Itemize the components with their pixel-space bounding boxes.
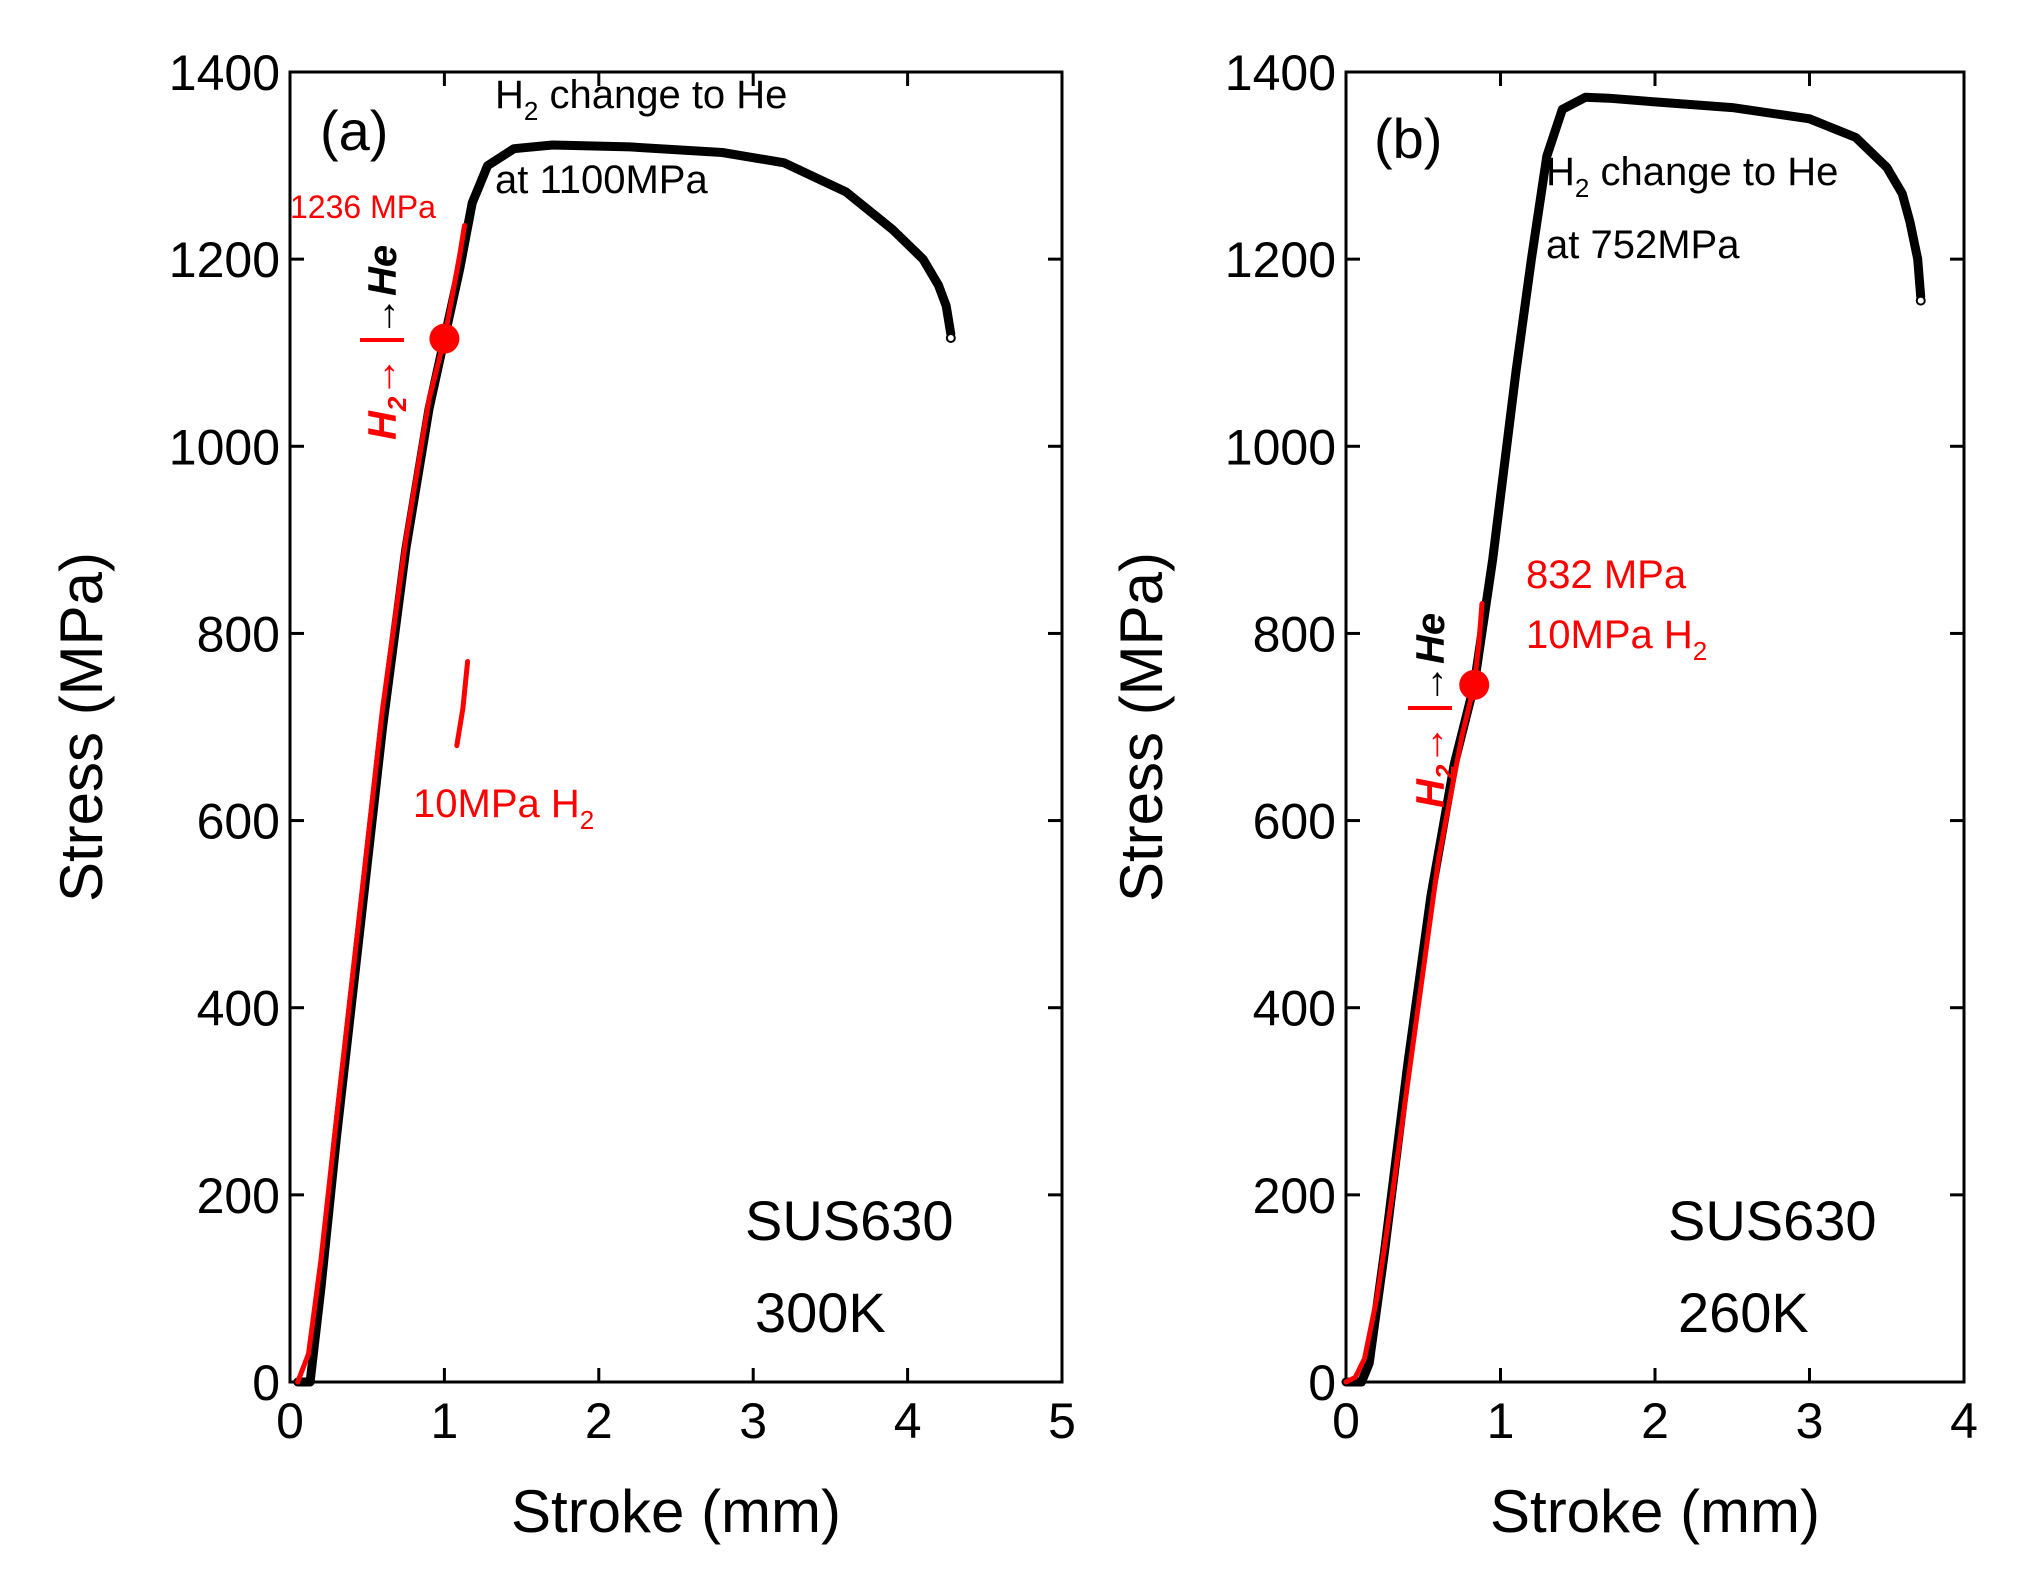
- panel-b-annotation-line1: H2 change to He: [1546, 150, 1838, 203]
- panel-a-material: SUS630: [745, 1189, 954, 1252]
- panel-a-h2-label: 10MPa H2: [413, 782, 594, 835]
- y-tick-label: 800: [1253, 606, 1336, 662]
- ann-b-h: H: [1546, 150, 1575, 194]
- panel-b-temperature: 260K: [1678, 1281, 1809, 1344]
- x-tick-label: 3: [739, 1393, 767, 1449]
- panel-b-label: (b): [1374, 107, 1442, 170]
- x-tick-label: 4: [1950, 1393, 1978, 1449]
- panel-b-y-axis-title: Stress (MPa): [1108, 552, 1175, 902]
- series-line-10mpa-h2-fragment: [454, 659, 471, 749]
- arrow-b-h2-main: H: [1409, 778, 1453, 808]
- x-tick-label: 0: [276, 1393, 304, 1449]
- panel-a-tick-labels: 0 1 2 3 4 5 0 200 400 600 800 1000 1200 1400: [169, 45, 1076, 1449]
- x-tick-label: 0: [1332, 1393, 1360, 1449]
- x-tick-label: 3: [1796, 1393, 1824, 1449]
- panel-a-x-axis-title: Stroke (mm): [511, 1478, 841, 1545]
- panel-b-series: [1341, 92, 1926, 1387]
- y-tick-label: 0: [252, 1355, 280, 1411]
- y-tick-label: 800: [197, 606, 280, 662]
- arrow-a-h2-arrow: →: [361, 357, 405, 397]
- panel-b-tick-labels: 0 1 2 3 4 0 200 400 600 800 1000 1200 1400: [1225, 45, 1978, 1449]
- y-tick-label: 1200: [169, 232, 280, 288]
- arrow-a-he: →He: [361, 245, 405, 336]
- panel-a-label: (a): [320, 99, 388, 162]
- panel-b-red-value-label: 832 MPa: [1526, 553, 1687, 597]
- arrow-a-h2: H2→: [361, 357, 412, 440]
- panel-a-annotation-line2: at 1100MPa: [495, 158, 708, 202]
- panel-b-h2-label: 10MPa H2: [1526, 613, 1707, 666]
- arrow-a-h2-main: H: [361, 410, 405, 440]
- panel-a-temperature: 300K: [755, 1281, 886, 1344]
- fracture-point-marker: [1915, 295, 1926, 306]
- y-tick-label: 0: [1308, 1355, 1336, 1411]
- ann-a-sub: 2: [524, 96, 538, 126]
- x-tick-label: 2: [1641, 1393, 1669, 1449]
- panel-a-red-value-label: 1236 MPa: [290, 189, 436, 225]
- x-tick-label: 4: [894, 1393, 922, 1449]
- ann-b-sub: 2: [1575, 173, 1589, 203]
- x-tick-label: 2: [585, 1393, 613, 1449]
- arrow-b-h2-arrow: →: [1409, 725, 1453, 765]
- series-line-10mpa-h2: [295, 223, 467, 1385]
- y-tick-label: 200: [1253, 1168, 1336, 1224]
- panel-b-annotation-line2: at 752MPa: [1546, 223, 1740, 267]
- h2-label-b-main: 10MPa H: [1526, 613, 1693, 657]
- y-tick-label: 600: [197, 794, 280, 850]
- panel-a-series: [293, 140, 956, 1387]
- ann-a-rest: change to He: [538, 73, 787, 117]
- y-tick-label: 200: [197, 1168, 280, 1224]
- panel-a-ticks: [288, 70, 1064, 1384]
- gas-switch-point: [1459, 669, 1490, 700]
- panel-b-material: SUS630: [1668, 1189, 1877, 1252]
- x-tick-label: 1: [430, 1393, 458, 1449]
- panel-b-x-axis-title: Stroke (mm): [1490, 1478, 1820, 1545]
- y-tick-label: 400: [197, 981, 280, 1037]
- y-tick-label: 1400: [1225, 45, 1336, 101]
- arrow-a-h2-sub: 2: [382, 396, 412, 412]
- x-tick-label: 1: [1487, 1393, 1515, 1449]
- ann-b-rest: change to He: [1589, 150, 1838, 194]
- panel-a-plot-frame: [288, 70, 1064, 1384]
- x-tick-label: 5: [1048, 1393, 1076, 1449]
- fracture-point-marker: [945, 333, 956, 343]
- arrow-b-h2: H2→: [1409, 725, 1460, 808]
- panel-a-gas-switch-arrow: H2→ →He: [360, 245, 412, 440]
- ann-a-h: H: [495, 73, 524, 117]
- y-tick-label: 1200: [1225, 232, 1336, 288]
- panel-a-chart: 0 1 2 3 4 5 0 200 400 600 800 1000 1200 1400 Stroke (…: [48, 45, 1076, 1545]
- arrow-b-he: →He: [1409, 613, 1453, 704]
- panel-b-chart: 0 1 2 3 4 0 200 400 600 800 1000 1200 1400 Stroke (m…: [1108, 45, 1978, 1545]
- h2-label-b-sub: 2: [1693, 636, 1707, 666]
- panel-b-gas-switch-arrow: H2→ →He: [1408, 613, 1460, 808]
- gas-switch-point: [429, 323, 460, 354]
- panel-b-ticks: [1344, 70, 1966, 1384]
- panel-a-annotation-line1: H2 change to He: [495, 73, 787, 126]
- h2-label-a-main: 10MPa H: [413, 782, 580, 826]
- panel-a-y-axis-title: Stress (MPa): [48, 552, 115, 902]
- y-tick-label: 400: [1253, 981, 1336, 1037]
- y-tick-label: 1400: [169, 45, 280, 101]
- y-tick-label: 1000: [169, 419, 280, 475]
- arrow-b-h2-sub: 2: [1430, 764, 1460, 780]
- y-tick-label: 1000: [1225, 419, 1336, 475]
- y-tick-label: 600: [1253, 794, 1336, 850]
- h2-label-a-sub: 2: [580, 805, 594, 835]
